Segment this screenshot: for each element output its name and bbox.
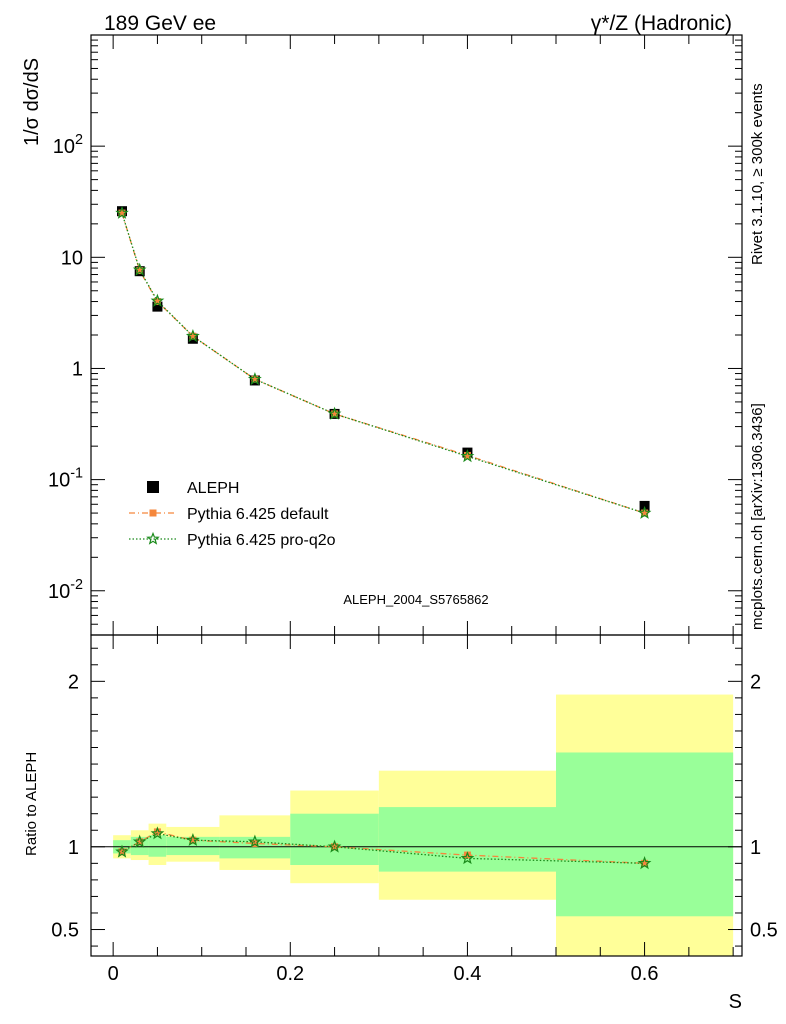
ratio-y-tick-label-left: 1 — [68, 837, 79, 859]
pythia-proq2o-point — [327, 406, 342, 420]
pythia-default-point — [331, 410, 339, 418]
pythia-proq2o-point — [460, 449, 475, 463]
aleph-data-point — [152, 301, 163, 312]
x-tick-label: 0.2 — [276, 963, 304, 985]
ratio-band-green — [556, 752, 734, 917]
ratio-proq2o-point — [115, 844, 129, 858]
pythia-proq2o-point — [132, 262, 147, 276]
ratio-y-tick-label-right: 2 — [750, 671, 761, 693]
x-tick-label: 0.4 — [454, 963, 482, 985]
legend-proq2o-marker — [146, 531, 160, 545]
pythia-proq2o-point — [185, 328, 200, 343]
ratio-default-point — [153, 828, 161, 836]
x-tick-label: 0.6 — [631, 963, 659, 985]
pythia-proq2o-point — [150, 293, 165, 307]
ratio-band-green — [290, 813, 379, 865]
ratio-proq2o-point — [327, 839, 342, 853]
ratio-proq2o-point — [637, 856, 652, 870]
pythia-proq2o-point — [637, 505, 652, 519]
top-y-tick-label: 1 — [72, 358, 83, 380]
ratio-band-green — [166, 836, 220, 856]
mcplots-label: mcplots.cern.ch [arXiv:1306.3436] — [749, 403, 766, 630]
ratio-y-tick-label-right: 0.5 — [750, 920, 778, 942]
top-y-tick-label: 102 — [53, 132, 83, 158]
pythia-default-point — [118, 209, 126, 217]
pythia-default-point — [153, 298, 161, 306]
pythia-default-point — [641, 509, 649, 517]
ratio-band-green — [148, 835, 167, 857]
pythia-proq2o-point — [115, 205, 129, 219]
pythia-default-point — [463, 451, 471, 459]
aleph-data-point — [639, 500, 650, 511]
ratio-y-tick-label-right: 1 — [750, 837, 761, 859]
ratio-proq2o-point — [132, 834, 147, 848]
ratio-plot-frame — [90, 634, 743, 957]
pythia-default-point — [136, 267, 144, 275]
x-tick-label: 0 — [108, 963, 119, 985]
ratio-band-green — [378, 807, 556, 872]
legend-label: Pythia 6.425 default — [187, 506, 329, 523]
legend-aleph-marker — [147, 481, 159, 493]
top-y-tick-label: 10-2 — [48, 577, 83, 603]
ratio-y-tick-label-left: 0.5 — [51, 920, 79, 942]
process-label: γ*/Z (Hadronic) — [591, 12, 732, 35]
ratio-proq2o-point — [185, 832, 200, 847]
top-y-axis-label: 1/σ dσ/dS — [21, 58, 43, 146]
pythia-proq2o-point — [247, 371, 262, 386]
ratio-series-line — [121, 831, 645, 864]
legend-default-marker — [149, 509, 157, 517]
ratio-proq2o-point — [247, 834, 262, 848]
top-y-tick-label: 10-1 — [48, 466, 83, 492]
legend-label: ALEPH — [187, 480, 239, 497]
rivet-version-label: Rivet 3.1.10, ≥ 300k events — [749, 83, 766, 265]
analysis-watermark: ALEPH_2004_S5765862 — [343, 592, 488, 607]
pythia-default-point — [251, 375, 259, 383]
x-axis-label: S — [729, 991, 742, 1013]
ratio-y-axis-label: Ratio to ALEPH — [23, 752, 40, 856]
ratio-y-tick-label-left: 2 — [68, 671, 79, 693]
ratio-default-point — [641, 859, 649, 867]
ratio-proq2o-point — [150, 826, 165, 840]
top-series-line — [121, 212, 645, 514]
ratio-proq2o-point — [460, 851, 475, 865]
legend-label: Pythia 6.425 pro-q2o — [187, 532, 336, 549]
energy-label: 189 GeV ee — [104, 12, 216, 35]
top-series-line — [121, 212, 645, 514]
ratio-default-point — [463, 851, 471, 859]
top-y-tick-label: 10 — [61, 247, 83, 269]
ratio-default-point — [136, 838, 144, 846]
pythia-default-point — [189, 332, 197, 340]
ratio-default-point — [189, 836, 197, 844]
